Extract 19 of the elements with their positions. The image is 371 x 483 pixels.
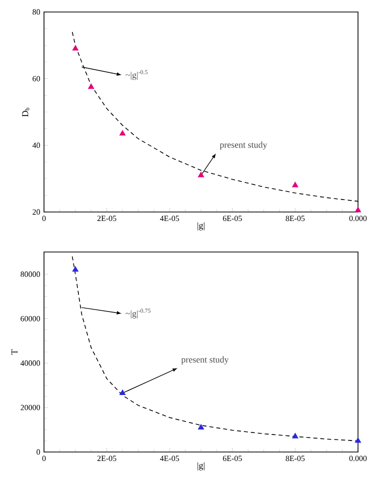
annotation: ~|g|$^{-0.75}$ xyxy=(126,308,151,318)
point xyxy=(292,433,298,438)
y-axis-title: D$_{b}$ xyxy=(22,108,30,117)
point xyxy=(355,206,361,212)
point xyxy=(72,45,78,51)
point xyxy=(292,182,298,188)
point xyxy=(355,437,361,443)
annotation: present study xyxy=(220,142,268,150)
x-axis-title: |g| xyxy=(198,462,204,470)
point xyxy=(120,130,126,136)
annotation: present study xyxy=(181,356,229,364)
point xyxy=(72,266,78,272)
point xyxy=(198,424,204,430)
point xyxy=(88,84,94,89)
point xyxy=(198,172,204,178)
point xyxy=(120,390,126,395)
y-axis-title: T xyxy=(11,349,18,355)
annotation: ~|g|$^{-0.5}$ xyxy=(126,70,148,80)
x-axis-title: |g| xyxy=(198,222,204,230)
